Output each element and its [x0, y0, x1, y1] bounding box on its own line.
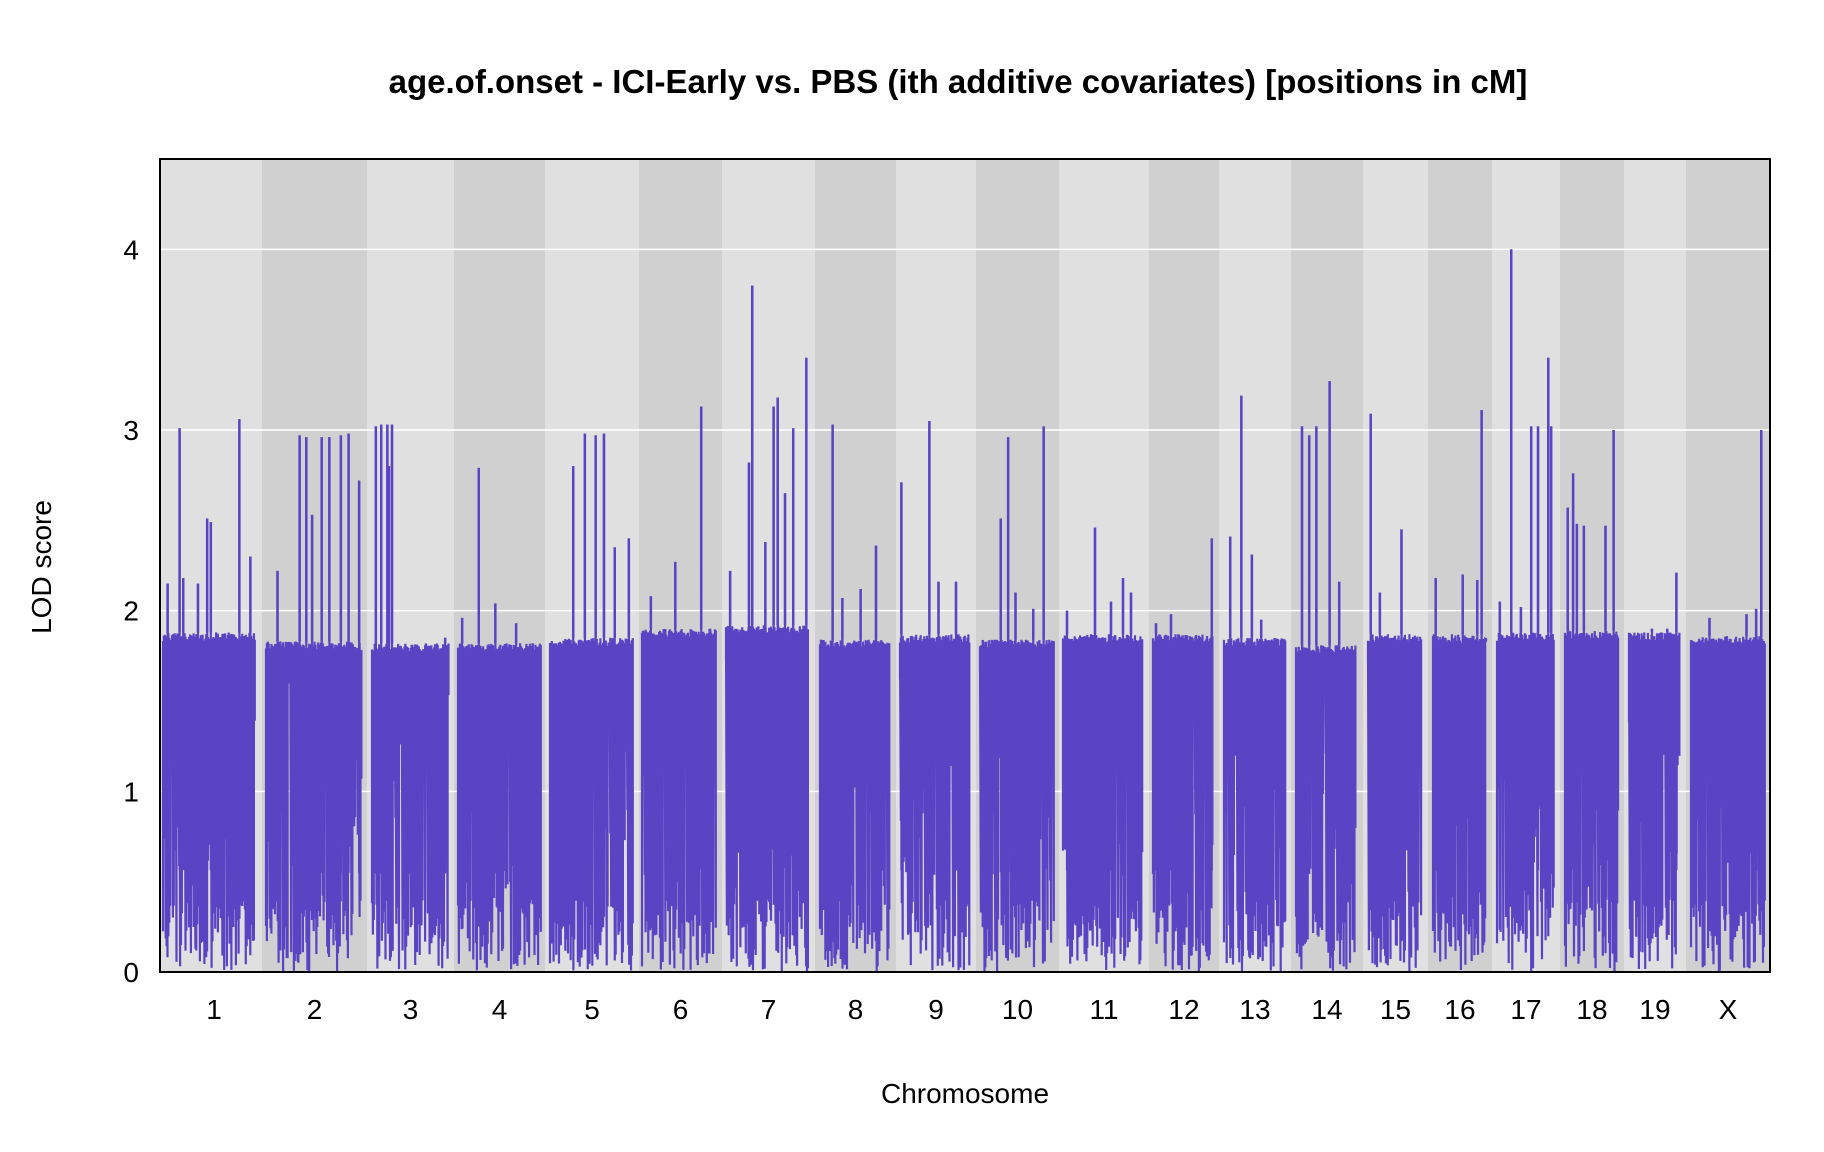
x-tick-label-17: 17 [1510, 994, 1541, 1025]
lod-trace-chr-4 [456, 467, 542, 971]
x-tick-label-11: 11 [1089, 994, 1118, 1025]
y-axis-label: LOD score [26, 500, 57, 634]
x-tick-label-16: 16 [1444, 994, 1475, 1025]
plot-frame [159, 158, 1771, 973]
x-axis-ticks: 1 2 3 4 5 6 7 8 9 10 11 12 13 14 15 16 17 18 19 X [206, 994, 1737, 1025]
x-tick-label-5: 5 [584, 994, 600, 1025]
y-tick-label-3: 3 [123, 415, 139, 446]
x-tick-label-8: 8 [848, 994, 864, 1025]
x-tick-label-14: 14 [1311, 994, 1342, 1025]
x-tick-label-15: 15 [1380, 994, 1411, 1025]
x-tick-label-2: 2 [307, 994, 323, 1025]
lod-trace-chr-18 [1563, 430, 1620, 972]
lod-trace-chr-11 [1061, 527, 1144, 971]
lod-trace-chr-1 [161, 419, 256, 971]
x-tick-label-19: 19 [1639, 994, 1670, 1025]
y-tick-label-4: 4 [123, 234, 139, 265]
lod-trace-chr-16 [1431, 410, 1488, 971]
y-axis-ticks: 0 1 2 3 4 [123, 234, 139, 988]
lod-series [161, 249, 1766, 972]
lod-trace-chr-8 [818, 424, 891, 972]
y-tick-label-0: 0 [123, 957, 139, 988]
lod-trace-chr-10 [978, 426, 1055, 972]
lod-trace-chr-5 [548, 433, 634, 971]
x-tick-label-3: 3 [403, 994, 419, 1025]
x-tick-label-12: 12 [1168, 994, 1199, 1025]
x-tick-label-6: 6 [673, 994, 689, 1025]
lod-trace-chr-15 [1366, 413, 1423, 972]
lod-trace-chr-2 [264, 433, 363, 972]
lod-trace-chr-X [1689, 430, 1766, 972]
x-tick-label-X: X [1719, 994, 1738, 1025]
x-tick-label-13: 13 [1239, 994, 1270, 1025]
x-tick-label-10: 10 [1002, 994, 1033, 1025]
y-tick-label-2: 2 [123, 596, 139, 627]
lod-trace-chr-3 [370, 424, 450, 970]
lod-trace-chr-6 [640, 406, 717, 970]
x-tick-label-9: 9 [928, 994, 944, 1025]
x-tick-label-18: 18 [1576, 994, 1607, 1025]
y-tick-label-1: 1 [123, 776, 139, 807]
lod-trace-chr-9 [898, 421, 971, 971]
lod-trace-chr-12 [1151, 538, 1214, 972]
chart-title: age.of.onset - ICI-Early vs. PBS (ith ad… [389, 63, 1528, 100]
x-axis-label: Chromosome [881, 1078, 1049, 1109]
x-tick-label-7: 7 [761, 994, 777, 1025]
x-tick-label-1: 1 [206, 994, 222, 1025]
lod-trace-chr-19 [1627, 572, 1681, 970]
lod-trace-chr-14 [1294, 381, 1357, 971]
x-tick-label-4: 4 [492, 994, 508, 1025]
